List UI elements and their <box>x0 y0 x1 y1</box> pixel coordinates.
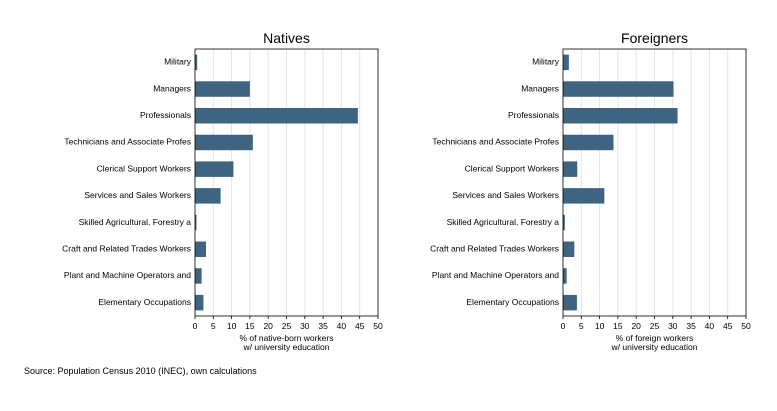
x-tick-label: 0 <box>561 321 566 331</box>
x-tick-label: 10 <box>227 321 237 331</box>
category-label: Professionals <box>140 110 191 120</box>
bar <box>563 188 605 204</box>
category-label: Plant and Machine Operators and <box>64 270 191 280</box>
x-tick-label: 10 <box>595 321 605 331</box>
x-tick-label: 20 <box>263 321 273 331</box>
x-tick-label: 25 <box>650 321 660 331</box>
x-tick-label: 40 <box>337 321 347 331</box>
panel-foreigners: Foreigners Military Managers Professionals T… <box>430 30 751 352</box>
x-tick-label: 30 <box>300 321 310 331</box>
bar <box>563 161 578 177</box>
bar <box>195 108 358 124</box>
panel-natives: Natives Military Managers Professionals Tech… <box>62 30 383 352</box>
x-tick-label: 15 <box>613 321 623 331</box>
x-tick-label: 30 <box>668 321 678 331</box>
x-tick-label: 35 <box>686 321 696 331</box>
category-label: Managers <box>521 83 559 93</box>
bar <box>563 134 614 151</box>
panel-title: Foreigners <box>621 30 688 46</box>
x-tick-label: 25 <box>282 321 292 331</box>
category-label: Services and Sales Workers <box>452 190 559 200</box>
bar <box>195 268 202 284</box>
category-label: Clerical Support Workers <box>97 163 191 173</box>
x-tick-label: 0 <box>193 321 198 331</box>
bar <box>195 294 204 311</box>
bar <box>195 81 250 97</box>
category-label: Skilled Agricultural, Forestry a <box>79 217 192 227</box>
bar <box>195 241 206 257</box>
x-tick-label: 50 <box>373 321 383 331</box>
x-tick-label: 40 <box>705 321 715 331</box>
x-tick-label: 5 <box>579 321 584 331</box>
category-label: Technicians and Associate Profes <box>432 137 559 147</box>
bar <box>563 108 678 124</box>
bar <box>195 54 198 71</box>
category-label: Craft and Related Trades Workers <box>430 244 559 254</box>
bar <box>563 294 577 311</box>
category-label: Clerical Support Workers <box>465 163 559 173</box>
category-label: Managers <box>153 83 191 93</box>
x-tick-label: 50 <box>741 321 751 331</box>
category-label: Technicians and Associate Profes <box>64 137 191 147</box>
category-label: Services and Sales Workers <box>84 190 191 200</box>
bar <box>195 134 253 151</box>
bar <box>563 54 569 71</box>
panel-title: Natives <box>263 30 310 46</box>
x-axis-label: w/ university education <box>243 342 330 352</box>
bar <box>563 214 565 231</box>
x-axis-label: % of foreign workers <box>616 333 693 343</box>
category-label: Elementary Occupations <box>466 297 559 307</box>
x-axis-label: % of native-born workers <box>239 333 333 343</box>
bar <box>195 161 234 177</box>
category-label: Military <box>164 57 192 67</box>
category-label: Professionals <box>508 110 559 120</box>
source-note: Source: Population Census 2010 (INEC), o… <box>24 366 257 376</box>
category-label: Military <box>532 57 560 67</box>
bar <box>563 268 567 284</box>
bar <box>563 241 575 257</box>
category-label: Plant and Machine Operators and <box>432 270 559 280</box>
category-label: Skilled Agricultural, Forestry a <box>447 217 560 227</box>
x-tick-label: 15 <box>245 321 255 331</box>
x-tick-label: 45 <box>723 321 733 331</box>
bar <box>195 188 221 204</box>
x-tick-label: 45 <box>355 321 365 331</box>
bar <box>195 214 197 231</box>
x-axis-label: w/ university education <box>611 342 698 352</box>
bar <box>563 81 674 97</box>
category-label: Craft and Related Trades Workers <box>62 244 191 254</box>
x-tick-label: 35 <box>318 321 328 331</box>
x-tick-label: 5 <box>211 321 216 331</box>
category-label: Elementary Occupations <box>98 297 191 307</box>
x-tick-label: 20 <box>631 321 641 331</box>
